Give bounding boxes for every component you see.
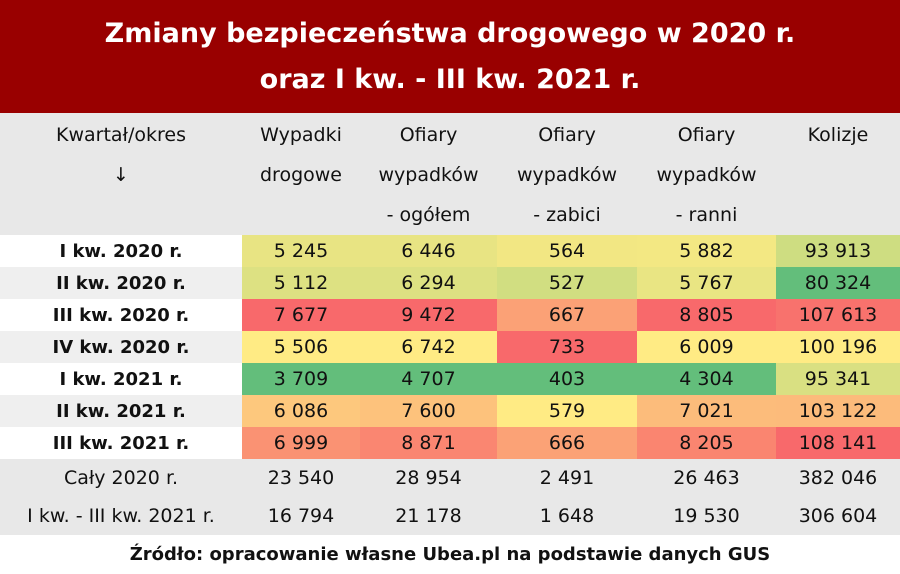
row-label: I kw. 2021 r. [59,368,183,390]
title-line-1: Zmiany bezpieczeństwa drogowego w 2020 r… [104,17,796,49]
heatmap-cell: 527 [497,267,637,299]
heatmap-cell: 579 [497,395,637,427]
heatmap-cell: 28 954 [360,459,497,497]
heatmap-cell: 733 [497,331,637,363]
total-row: I kw. - III kw. 2021 r. 16 794 21 178 1 648… [0,497,900,535]
column-header: Kolizje [776,113,900,235]
heatmap-cell: 6 742 [360,331,497,363]
heatmap-cell: 103 122 [776,395,900,427]
heatmap-cell: 382 046 [776,459,900,497]
heatmap-cell: 4 304 [637,363,776,395]
heatmap-cell: 6 294 [360,267,497,299]
heatmap-cell: 6 446 [360,235,497,267]
table-row: III kw. 2020 r. 7 677 9 472 667 8 805 107 613 [0,299,900,331]
down-arrow-icon: ↓ [113,164,129,186]
row-header-label: Kwartał/okres [56,124,186,146]
heatmap-cell: 16 794 [242,497,360,535]
table-row: I kw. 2020 r. 5 245 6 446 564 5 882 93 913 [0,235,900,267]
column-header-line: drogowe [260,164,342,186]
heatmap-cell: 23 540 [242,459,360,497]
table-row: II kw. 2021 r. 6 086 7 600 579 7 021 103 122 [0,395,900,427]
heatmap-cell: 403 [497,363,637,395]
column-header-line: - zabici [533,204,601,226]
column-header: Ofiary wypadków - ogółem [360,113,497,235]
total-row: Cały 2020 r. 23 540 28 954 2 491 26 463 382 0… [0,459,900,497]
row-label: I kw. 2020 r. [59,240,183,262]
heatmap-cell: 1 648 [497,497,637,535]
row-label: III kw. 2021 r. [52,432,190,454]
column-header-line: wypadków [516,164,618,186]
heatmap-cell: 80 324 [776,267,900,299]
heatmap-cell: 21 178 [360,497,497,535]
heatmap-cell: 9 472 [360,299,497,331]
heatmap-cell: 6 009 [637,331,776,363]
heatmap-cell: 26 463 [637,459,776,497]
row-label: II kw. 2021 r. [0,395,242,427]
column-header: Ofiary wypadków - ranni [637,113,776,235]
row-label: Cały 2020 r. [0,459,242,497]
title-banner: Zmiany bezpieczeństwa drogowego w 2020 r… [0,0,900,113]
table-row: II kw. 2020 r. 5 112 6 294 527 5 767 80 324 [0,267,900,299]
heatmap-cell: 8 805 [637,299,776,331]
heatmap-cell: 306 604 [776,497,900,535]
header-row: Kwartał/okres ↓ Wypadki drogowe Ofiary wypa… [0,113,900,235]
row-label: II kw. 2020 r. [0,267,242,299]
column-header-line: Kolizje [807,124,869,146]
heatmap-cell: 7 600 [360,395,497,427]
row-header: Kwartał/okres ↓ [0,113,242,235]
source-note: Źródło: opracowanie własne Ubea.pl na po… [129,544,771,565]
heatmap-cell: 6 086 [242,395,360,427]
heatmap-cell: 95 341 [776,363,900,395]
heatmap-table: Kwartał/okres ↓ Wypadki drogowe Ofiary wypa… [0,113,900,535]
heatmap-cell: 100 196 [776,331,900,363]
heatmap-cell: 5 882 [637,235,776,267]
heatmap-cell: 667 [497,299,637,331]
column-header-line: - ogółem [386,204,471,226]
row-label: I kw. - III kw. 2021 r. [0,497,242,535]
heatmap-cell: 3 709 [242,363,360,395]
column-header-line: wypadków [378,164,479,186]
heatmap-cell: 108 141 [776,427,900,459]
column-header-line: Ofiary [399,124,458,146]
heatmap-cell: 2 491 [497,459,637,497]
heatmap-cell: 8 871 [360,427,497,459]
heatmap-cell: 5 112 [242,267,360,299]
heatmap-cell: 7 677 [242,299,360,331]
heatmap-cell: 93 913 [776,235,900,267]
table-row: III kw. 2021 r. 6 999 8 871 666 8 205 108 141 [0,427,900,459]
heatmap-cell: 5 245 [242,235,360,267]
column-header: Ofiary wypadków - zabici [497,113,637,235]
column-header-line: Ofiary [538,124,596,146]
column-header: Wypadki drogowe [242,113,360,235]
heatmap-cell: 6 999 [242,427,360,459]
column-header-line: Ofiary [677,124,736,146]
column-header-line: Wypadki [260,124,342,146]
row-label: IV kw. 2020 r. [0,331,242,363]
heatmap-cell: 5 506 [242,331,360,363]
title-line-2: oraz I kw. - III kw. 2021 r. [259,63,641,95]
table-row: IV kw. 2020 r. 5 506 6 742 733 6 009 100 196 [0,331,900,363]
column-header-line: - ranni [675,204,738,226]
heatmap-cell: 564 [497,235,637,267]
column-header-line: wypadków [656,164,757,186]
heatmap-cell: 666 [497,427,637,459]
table-row: I kw. 2021 r. 3 709 4 707 403 4 304 95 341 [0,363,900,395]
heatmap-cell: 7 021 [637,395,776,427]
heatmap-cell: 19 530 [637,497,776,535]
heatmap-cell: 5 767 [637,267,776,299]
heatmap-cell: 8 205 [637,427,776,459]
row-label: III kw. 2020 r. [52,304,190,326]
heatmap-cell: 4 707 [360,363,497,395]
heatmap-cell: 107 613 [776,299,900,331]
